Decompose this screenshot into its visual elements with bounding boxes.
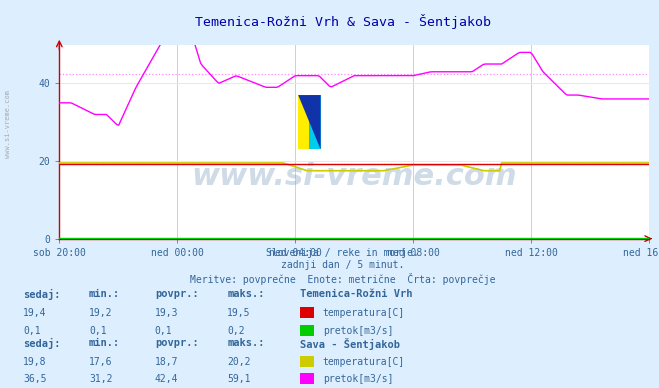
Text: 31,2: 31,2	[89, 374, 113, 385]
Text: temperatura[C]: temperatura[C]	[323, 308, 405, 319]
Text: Sava - Šentjakob: Sava - Šentjakob	[300, 338, 400, 350]
Polygon shape	[298, 95, 320, 149]
Text: www.si-vreme.com: www.si-vreme.com	[5, 90, 11, 158]
Text: www.si-vreme.com: www.si-vreme.com	[191, 162, 517, 191]
Text: pretok[m3/s]: pretok[m3/s]	[323, 326, 393, 336]
Text: temperatura[C]: temperatura[C]	[323, 357, 405, 367]
Text: 17,6: 17,6	[89, 357, 113, 367]
Polygon shape	[309, 95, 320, 149]
Text: 20,2: 20,2	[227, 357, 251, 367]
Text: 59,1: 59,1	[227, 374, 251, 385]
Text: pretok[m3/s]: pretok[m3/s]	[323, 374, 393, 385]
Text: 19,4: 19,4	[23, 308, 47, 319]
Text: Slovenija / reke in morje.: Slovenija / reke in morje.	[266, 248, 419, 258]
Text: 0,2: 0,2	[227, 326, 245, 336]
Text: 19,2: 19,2	[89, 308, 113, 319]
Text: sedaj:: sedaj:	[23, 289, 61, 300]
Text: povpr.:: povpr.:	[155, 338, 198, 348]
Text: 18,7: 18,7	[155, 357, 179, 367]
Text: povpr.:: povpr.:	[155, 289, 198, 299]
Text: maks.:: maks.:	[227, 289, 265, 299]
Text: 19,3: 19,3	[155, 308, 179, 319]
Text: 36,5: 36,5	[23, 374, 47, 385]
Text: maks.:: maks.:	[227, 338, 265, 348]
Text: 0,1: 0,1	[89, 326, 107, 336]
Text: Temenica-Rožni Vrh & Sava - Šentjakob: Temenica-Rožni Vrh & Sava - Šentjakob	[194, 14, 491, 29]
Text: 42,4: 42,4	[155, 374, 179, 385]
Text: 19,8: 19,8	[23, 357, 47, 367]
Text: Temenica-Rožni Vrh: Temenica-Rožni Vrh	[300, 289, 413, 299]
Polygon shape	[298, 95, 309, 149]
Text: min.:: min.:	[89, 338, 120, 348]
Text: 19,5: 19,5	[227, 308, 251, 319]
Text: zadnji dan / 5 minut.: zadnji dan / 5 minut.	[281, 260, 405, 270]
Text: Meritve: povprečne  Enote: metrične  Črta: povprečje: Meritve: povprečne Enote: metrične Črta:…	[190, 273, 496, 285]
Text: sedaj:: sedaj:	[23, 338, 61, 348]
Text: 0,1: 0,1	[23, 326, 41, 336]
Text: min.:: min.:	[89, 289, 120, 299]
Text: 0,1: 0,1	[155, 326, 173, 336]
